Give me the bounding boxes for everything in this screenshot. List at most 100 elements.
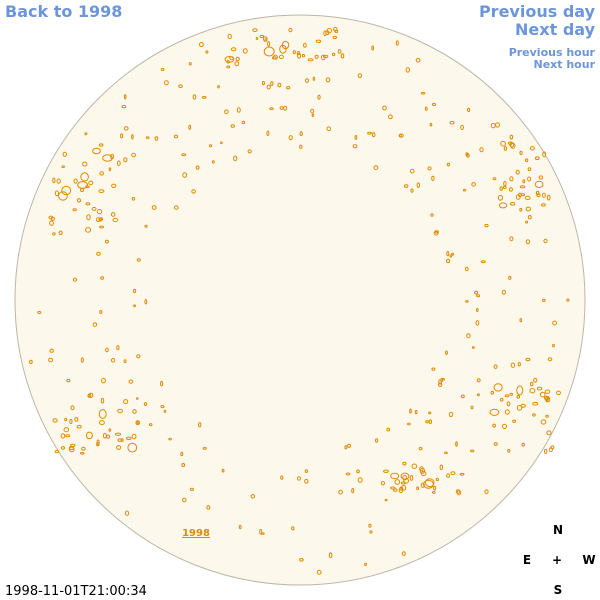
magnetic-feature: [263, 46, 275, 57]
magnetic-feature: [199, 42, 204, 47]
magnetic-feature: [504, 409, 510, 415]
magnetic-feature: [354, 135, 358, 140]
previous-hour-link[interactable]: Previous hour: [509, 46, 596, 59]
magnetic-feature: [312, 76, 316, 81]
magnetic-feature: [50, 216, 56, 221]
magnetic-feature: [61, 165, 65, 168]
magnetic-feature: [124, 510, 130, 516]
magnetic-feature: [424, 106, 428, 111]
magnetic-feature: [230, 47, 237, 52]
magnetic-feature: [428, 419, 433, 425]
magnetic-feature: [182, 172, 188, 178]
magnetic-feature: [250, 494, 256, 499]
magnetic-feature: [49, 348, 54, 353]
magnetic-feature: [492, 177, 497, 181]
back-link[interactable]: Back to 1998: [5, 2, 122, 21]
magnetic-feature: [154, 136, 159, 141]
magnetic-feature: [191, 189, 196, 194]
magnetic-feature: [552, 343, 555, 348]
magnetic-feature: [539, 391, 546, 398]
magnetic-feature: [405, 67, 410, 73]
magnetic-feature: [288, 135, 293, 141]
magnetic-feature: [163, 409, 167, 413]
magnetic-feature: [548, 447, 553, 453]
magnetic-feature: [547, 357, 553, 362]
magnetic-feature: [229, 56, 235, 61]
magnetic-feature: [99, 225, 104, 229]
magnetic-feature: [409, 475, 414, 481]
magnetic-feature: [92, 147, 101, 155]
magnetic-feature: [301, 54, 305, 58]
magnetic-feature: [409, 408, 412, 414]
compass-west: W: [582, 553, 595, 567]
magnetic-feature: [386, 427, 391, 432]
magnetic-feature: [517, 362, 521, 367]
magnetic-feature: [58, 230, 63, 236]
magnetic-feature: [497, 194, 503, 201]
magnetic-feature: [88, 392, 94, 398]
magnetic-feature: [192, 94, 197, 100]
magnetic-feature: [414, 410, 418, 415]
magnetic-feature: [259, 528, 263, 535]
magnetic-feature: [383, 469, 389, 473]
magnetic-feature: [66, 378, 71, 383]
magnetic-feature: [544, 389, 551, 394]
magnetic-feature: [288, 27, 293, 33]
magnetic-feature: [419, 466, 424, 472]
magnetic-feature: [304, 478, 309, 484]
magnetic-feature: [471, 346, 475, 349]
magnetic-feature: [168, 437, 172, 441]
magnetic-feature: [524, 158, 529, 162]
magnetic-feature: [136, 421, 140, 425]
magnetic-feature: [173, 205, 179, 210]
magnetic-feature: [448, 411, 454, 417]
magnetic-feature: [508, 275, 512, 280]
magnetic-feature: [286, 86, 291, 90]
magnetic-feature: [509, 236, 514, 242]
magnetic-feature: [476, 308, 479, 312]
magnetic-feature: [532, 413, 536, 417]
magnetic-feature: [102, 154, 113, 162]
magnetic-feature: [99, 310, 103, 314]
next-day-link[interactable]: Next day: [515, 20, 596, 39]
magnetic-feature: [415, 58, 421, 63]
magnetic-feature: [498, 202, 508, 209]
magnetic-feature: [234, 61, 240, 67]
magnetic-feature: [189, 487, 194, 491]
magnetic-feature: [98, 189, 105, 194]
magnetic-feature: [131, 433, 137, 440]
magnetic-feature: [296, 51, 301, 56]
previous-day-link[interactable]: Previous day: [479, 2, 596, 21]
magnetic-feature: [128, 379, 134, 384]
magnetic-feature: [133, 288, 137, 294]
magnetic-feature: [519, 150, 523, 155]
magnetic-feature: [509, 134, 514, 140]
magnetic-feature: [178, 84, 183, 89]
year-label[interactable]: 1998: [182, 528, 210, 539]
magnetic-feature: [515, 194, 521, 200]
magnetic-feature: [382, 105, 387, 111]
magnetic-feature: [297, 52, 301, 59]
magnetic-feature: [96, 251, 101, 256]
magnetic-feature: [534, 156, 540, 160]
magnetic-feature: [466, 333, 471, 339]
magnetic-feature: [99, 171, 104, 176]
magnetic-feature: [357, 477, 363, 483]
magnetic-feature: [545, 414, 549, 418]
magnetic-feature: [438, 382, 443, 388]
magnetic-feature: [552, 320, 557, 326]
magnetic-feature: [470, 405, 474, 410]
magnetic-feature: [532, 401, 539, 406]
magnetic-feature: [278, 54, 284, 60]
magnetic-feature: [503, 181, 507, 187]
magnetic-feature: [521, 442, 525, 447]
magnetic-feature: [96, 217, 100, 223]
magnetic-feature: [110, 358, 116, 363]
magnetic-feature: [70, 405, 75, 411]
magnetic-feature: [525, 239, 531, 245]
magnetic-feature: [85, 202, 91, 206]
magnetic-feature: [456, 490, 462, 496]
magnetic-feature: [372, 132, 376, 138]
magnetic-feature: [509, 141, 515, 148]
next-hour-link[interactable]: Next hour: [534, 58, 596, 71]
